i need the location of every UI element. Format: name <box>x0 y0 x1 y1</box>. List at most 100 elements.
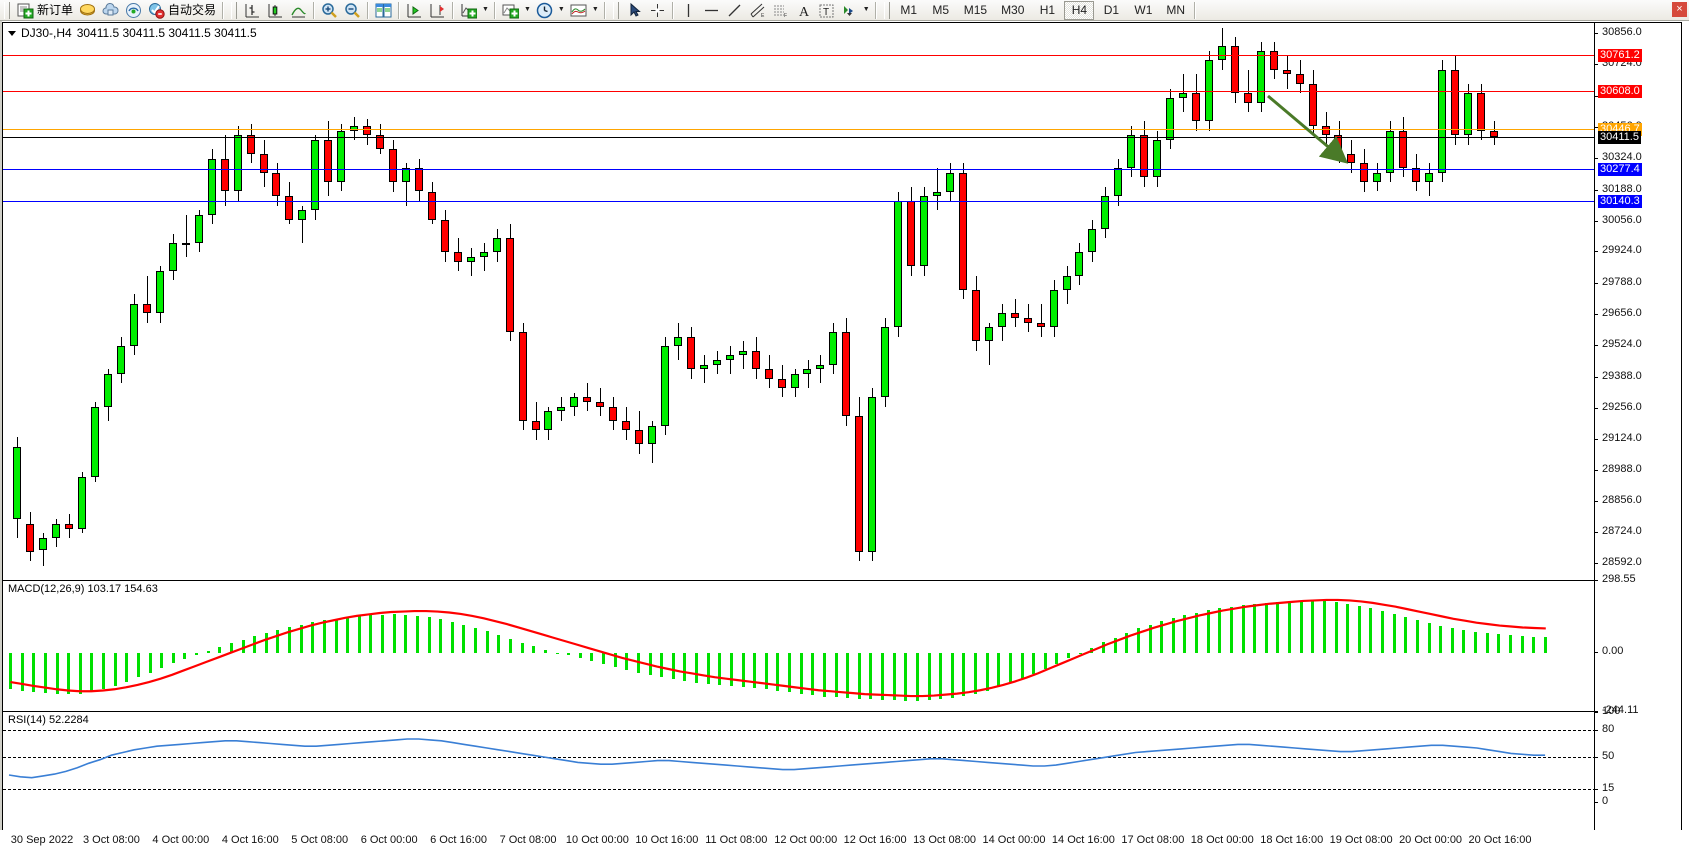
timeframe-button-m5[interactable]: M5 <box>932 3 950 17</box>
toolbar-separator-4 <box>398 1 401 19</box>
candle-body <box>959 172 968 290</box>
candlestick-button[interactable] <box>264 0 287 20</box>
zoom-in-button[interactable] <box>318 0 341 20</box>
hline-button[interactable] <box>700 0 723 20</box>
candle-body <box>933 191 942 197</box>
macd-histogram-bar <box>393 614 396 654</box>
zoom-out-button[interactable] <box>341 0 364 20</box>
candle-body <box>221 158 230 192</box>
text-icon: A <box>799 5 810 19</box>
object-dropdown-arrow[interactable]: ▼ <box>523 6 531 13</box>
level-line-last-price[interactable] <box>3 137 1596 139</box>
equidistant-channel-button[interactable]: E <box>746 0 769 20</box>
period-button[interactable] <box>533 0 556 20</box>
candle-body <box>791 374 800 389</box>
candle-body <box>1166 97 1175 141</box>
history-button[interactable] <box>76 0 99 20</box>
macd-histogram-bar <box>928 653 931 701</box>
trendline-button[interactable] <box>723 0 746 20</box>
macd-histogram-bar <box>962 653 965 697</box>
price-level-label-support-2[interactable]: 30140.3 <box>1598 194 1642 208</box>
macd-histogram-bar <box>1242 605 1245 654</box>
timeframe-button-w1[interactable]: W1 <box>1134 3 1153 17</box>
macd-histogram-bar <box>1137 628 1140 654</box>
macd-histogram-bar <box>44 653 47 693</box>
close-button[interactable]: × <box>1672 2 1687 17</box>
timeframe-button-mn[interactable]: MN <box>1166 3 1186 17</box>
macd-histogram-bar <box>1381 611 1384 654</box>
line-chart-button[interactable] <box>287 0 310 20</box>
candle-body <box>130 303 139 346</box>
toolbar-grip-4[interactable] <box>883 1 890 19</box>
autoscroll-button[interactable] <box>426 0 449 20</box>
fibonacci-button[interactable]: F <box>769 0 792 20</box>
timeframe-button-m15[interactable]: M15 <box>963 3 988 17</box>
toolbar-separator-5 <box>452 1 455 19</box>
macd-histogram-bar <box>951 653 954 698</box>
add-object-button[interactable] <box>499 0 522 20</box>
candle-body <box>855 416 864 552</box>
date-axis[interactable]: 30 Sep 2022 3 Oct 08:00 4 Oct 00:00 4 Oct 1… <box>0 830 1689 854</box>
timeframe-button-m30[interactable]: M30 <box>1001 3 1025 17</box>
cursor-icon <box>630 2 641 17</box>
chart-canvas[interactable]: DJ30-,H4 30411.5 30411.5 30411.5 30411.5… <box>2 22 1682 852</box>
signal-button[interactable] <box>122 0 145 20</box>
date-tick-label: 18 Oct 00:00 <box>1190 834 1254 846</box>
new-order-label: 新订单 <box>37 3 74 17</box>
cursor-button[interactable] <box>623 0 646 20</box>
macd-histogram-bar <box>1218 608 1221 654</box>
macd-histogram-bar <box>811 653 814 696</box>
price-level-label-support-1[interactable]: 30277.4 <box>1598 162 1642 176</box>
candle-wick <box>937 168 938 211</box>
shift-end-button[interactable] <box>403 0 426 20</box>
timeframe-button-m1[interactable]: M1 <box>900 3 918 17</box>
timeframe-button-d1[interactable]: D1 <box>1103 3 1120 17</box>
left-scroll-strip[interactable] <box>0 21 2 854</box>
templates-button[interactable] <box>567 0 590 20</box>
toolbar-grip-2[interactable] <box>231 1 238 19</box>
timeframe-button-h1[interactable]: H1 <box>1039 3 1056 17</box>
macd-histogram-bar <box>67 653 70 695</box>
macd-histogram-bar <box>1486 633 1489 654</box>
macd-histogram-bar <box>1009 653 1012 684</box>
price-level-label-last-price[interactable]: 30411.5 <box>1598 131 1641 145</box>
auto-trading-button[interactable]: 自动交易 <box>145 0 219 20</box>
candle-body <box>1050 289 1059 328</box>
price-axis[interactable]: 30856.030724.030588.030456.030324.030188… <box>1594 23 1681 852</box>
vline-button[interactable] <box>677 0 700 20</box>
zoom-out-icon <box>345 2 360 18</box>
macd-histogram-bar <box>416 615 419 654</box>
macd-histogram-bar <box>1439 625 1442 654</box>
candle-wick <box>471 247 472 276</box>
text-label-button[interactable]: T <box>815 0 838 20</box>
new-order-button[interactable]: 新订单 <box>14 0 76 20</box>
date-tick-label: 14 Oct 00:00 <box>982 834 1046 846</box>
text-button[interactable]: A <box>792 0 815 20</box>
macd-histogram-bar <box>1428 622 1431 654</box>
cloud-button[interactable] <box>99 0 122 20</box>
candle-wick <box>730 345 731 375</box>
arrows-button[interactable] <box>838 0 861 20</box>
templates-dropdown-arrow[interactable]: ▼ <box>591 6 599 13</box>
candle-body <box>104 374 113 407</box>
chart-menu-arrow-icon[interactable] <box>8 30 16 36</box>
period-dropdown-arrow[interactable]: ▼ <box>557 6 565 13</box>
indicator-dropdown-arrow[interactable]: ▼ <box>482 6 489 13</box>
add-indicator-button[interactable] <box>457 0 480 20</box>
crosshair-button[interactable] <box>646 0 669 20</box>
cloud-icon <box>102 2 119 15</box>
rsi-panel[interactable]: RSI(14) 52.2284 <box>3 711 1596 801</box>
price-level-label-resistance-1[interactable]: 30761.2 <box>1598 49 1642 63</box>
toolbar-grip[interactable] <box>4 1 10 19</box>
arrows-dropdown-arrow[interactable]: ▼ <box>862 6 870 13</box>
candle-body <box>143 303 152 314</box>
bar-chart-button[interactable] <box>241 0 264 20</box>
toolbar-grip-3[interactable] <box>612 1 619 19</box>
candle-body <box>1218 46 1227 61</box>
timeframe-button-h4[interactable]: H4 <box>1064 0 1095 20</box>
price-level-label-resistance-2[interactable]: 30608.0 <box>1598 85 1642 99</box>
tile-windows-button[interactable] <box>372 0 395 20</box>
macd-histogram-bar <box>1253 604 1256 654</box>
macd-panel[interactable]: MACD(12,26,9) 103.17 154.63 <box>3 580 1596 711</box>
candle-body <box>1412 168 1421 183</box>
